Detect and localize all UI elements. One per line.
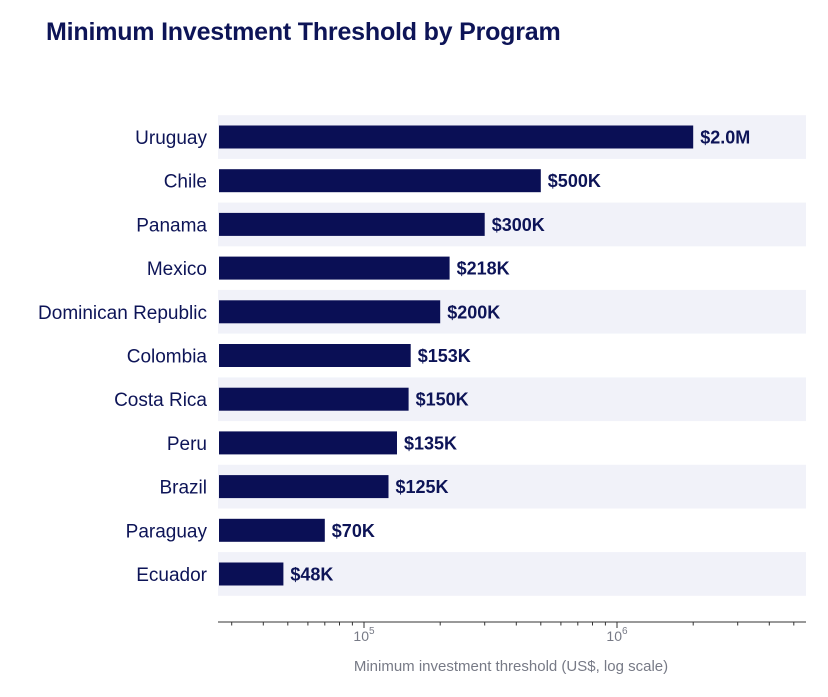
- value-label: $125K: [396, 477, 449, 497]
- category-label: Brazil: [159, 478, 207, 499]
- category-label: Mexico: [147, 259, 207, 280]
- value-label: $153K: [418, 346, 471, 366]
- category-label: Ecuador: [136, 565, 207, 586]
- value-label: $200K: [447, 302, 500, 322]
- bar-panama: [219, 212, 485, 236]
- row-band: [218, 552, 806, 596]
- value-label: $48K: [290, 565, 333, 585]
- value-label: $218K: [457, 259, 510, 279]
- bar-uruguay: [219, 125, 694, 149]
- value-label: $70K: [332, 521, 375, 541]
- bars: [219, 125, 694, 586]
- category-label: Paraguay: [126, 521, 208, 542]
- category-label: Colombia: [127, 347, 208, 368]
- category-label: Panama: [136, 215, 207, 236]
- category-label: Dominican Republic: [38, 303, 207, 324]
- value-label: $500K: [548, 171, 601, 191]
- value-labels: $2.0M $500K $300K $218K $200K $153K $150K $135K…: [290, 128, 750, 585]
- category-label: Uruguay: [135, 128, 207, 149]
- value-label: $135K: [404, 433, 457, 453]
- bar-colombia: [219, 344, 411, 367]
- bar-chile: [219, 169, 541, 193]
- category-label: Chile: [164, 172, 207, 193]
- chart-title: Minimum Investment Threshold by Program: [46, 18, 561, 46]
- x-axis-title: Minimum investment threshold (US$, log s…: [354, 658, 668, 675]
- x-axis: 105 106: [218, 621, 806, 644]
- value-label: $2.0M: [700, 128, 750, 148]
- category-label: Peru: [167, 434, 207, 455]
- category-labels: Uruguay Chile Panama Mexico Dominican Republ…: [38, 128, 208, 586]
- category-label: Costa Rica: [114, 390, 207, 411]
- bar-ecuador: [219, 562, 284, 586]
- value-label: $300K: [492, 215, 545, 235]
- bar-costa-rica: [219, 387, 409, 411]
- x-tick-label: 105: [353, 626, 375, 644]
- bar-mexico: [219, 256, 450, 280]
- x-tick-label: 106: [606, 626, 628, 644]
- value-label: $150K: [416, 390, 469, 410]
- bar-paraguay: [219, 518, 325, 542]
- bar-peru: [219, 431, 397, 455]
- bar-brazil: [219, 475, 389, 499]
- bar-dominican-republic: [219, 300, 441, 324]
